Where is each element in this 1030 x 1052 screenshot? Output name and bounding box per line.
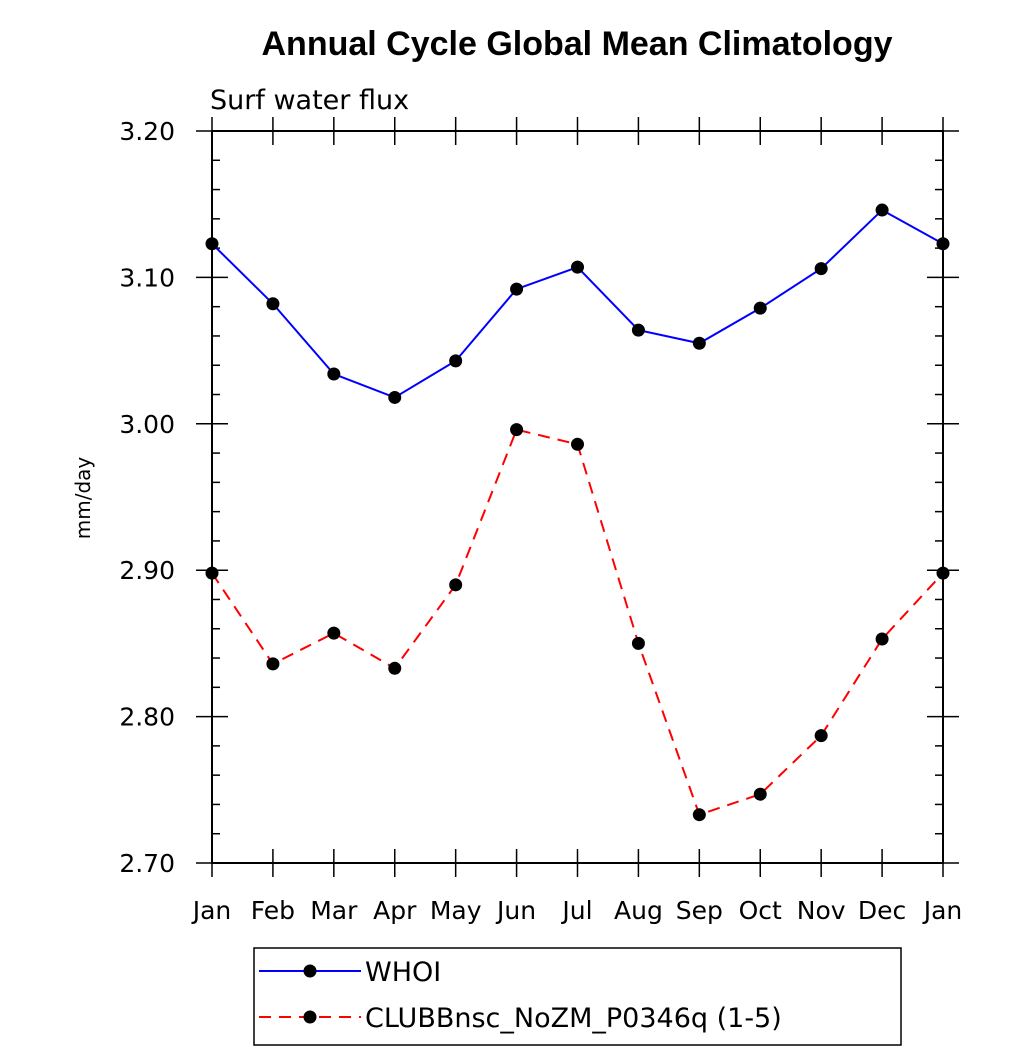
data-point [753,301,767,315]
data-point [692,808,706,822]
data-point [388,390,402,404]
x-tick-label: Jan [922,896,963,925]
x-tick-label: Jun [495,896,536,925]
legend-marker-whoi [303,964,317,978]
data-point [814,262,828,276]
data-point [875,632,889,646]
y-axis-label: mm/day [71,457,95,540]
x-tick-label: Nov [797,896,846,925]
y-tick-label: 3.10 [119,263,175,292]
data-point [571,260,584,274]
data-point [510,282,524,296]
y-tick-label: 2.90 [119,556,175,585]
x-tick-label: Oct [739,896,782,925]
data-point [327,367,341,381]
plot-frame [211,130,944,864]
legend-box [253,947,902,1046]
axis-ticks [196,117,959,877]
y-tick-label: 3.20 [119,117,175,146]
data-point [936,566,950,580]
data-point [205,566,219,580]
legend: WHOI CLUBBnsc_NoZM_P0346q (1-5) [253,947,902,1046]
chart-title: Annual Cycle Global Mean Climatology [262,25,893,63]
series-layer [205,203,950,822]
x-tick-label: Apr [373,896,417,925]
x-tick-label: Aug [614,896,663,925]
x-tick-label: Sep [676,896,723,925]
y-tick-label: 2.70 [119,849,175,878]
data-point [814,729,828,743]
chart-subtitle: Surf water flux [210,85,409,116]
data-point [875,203,889,217]
x-tick-label: May [430,896,482,925]
legend-label-whoi: WHOI [365,957,441,988]
data-point [266,657,280,671]
series-whoi [205,203,950,404]
data-point [388,661,402,675]
series-line [211,428,944,816]
y-axis-tick-labels: 2.70 2.80 2.90 3.00 3.10 3.20 [119,117,175,878]
data-point [327,626,341,640]
y-tick-label: 3.00 [119,410,175,439]
data-point [266,297,280,311]
data-point [692,336,706,350]
x-tick-label: Feb [251,896,295,925]
data-point [631,636,645,650]
data-point [449,354,463,368]
data-point [631,323,645,337]
data-point [449,578,463,592]
data-point [205,237,219,251]
x-tick-label: Jan [191,896,232,925]
data-point [936,237,950,251]
legend-marker-clubb [303,1010,317,1024]
data-point [753,787,767,801]
x-tick-label: Jul [560,896,592,925]
x-tick-label: Mar [310,896,358,925]
x-tick-label: Dec [858,896,906,925]
series-line [211,208,944,399]
legend-label-clubb: CLUBBnsc_NoZM_P0346q (1-5) [365,1003,782,1034]
data-point [571,437,584,451]
x-axis-tick-labels: Jan Feb Mar Apr May Jun Jul Aug Sep Oct Nov Dec Jan [191,896,963,925]
y-tick-label: 2.80 [119,703,175,732]
data-point [510,423,524,437]
series-clubb [205,423,950,822]
